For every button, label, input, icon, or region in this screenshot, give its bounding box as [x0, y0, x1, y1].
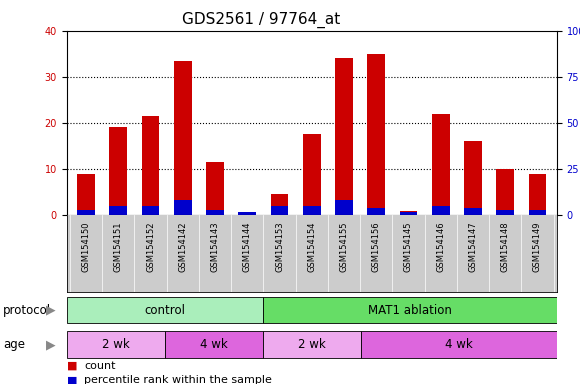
Text: GSM154146: GSM154146 — [436, 221, 445, 272]
Bar — [367, 54, 385, 215]
Text: GSM154149: GSM154149 — [533, 221, 542, 272]
Text: GSM154150: GSM154150 — [82, 221, 90, 272]
Text: GSM154143: GSM154143 — [211, 221, 219, 272]
Bar — [206, 210, 224, 215]
Text: GSM154154: GSM154154 — [307, 221, 316, 272]
Bar — [400, 212, 418, 215]
Text: GSM154144: GSM154144 — [243, 221, 252, 272]
Bar — [496, 169, 514, 215]
Text: GSM154147: GSM154147 — [469, 221, 477, 272]
Text: ■: ■ — [67, 361, 77, 371]
Text: GSM154142: GSM154142 — [178, 221, 187, 272]
Bar — [206, 162, 224, 215]
Text: control: control — [144, 304, 185, 316]
Bar — [174, 61, 191, 215]
FancyBboxPatch shape — [263, 331, 361, 358]
Bar — [528, 174, 546, 215]
Bar — [464, 141, 482, 215]
Text: count: count — [84, 361, 115, 371]
Bar — [335, 58, 353, 215]
Text: GSM154151: GSM154151 — [114, 221, 123, 272]
Text: ▶: ▶ — [46, 338, 56, 351]
Bar — [528, 210, 546, 215]
Text: GSM154155: GSM154155 — [339, 221, 349, 272]
Bar — [432, 206, 450, 215]
Text: protocol: protocol — [3, 304, 51, 316]
Bar — [142, 116, 160, 215]
Bar — [142, 206, 160, 215]
Text: GSM154156: GSM154156 — [372, 221, 380, 272]
Text: 4 wk: 4 wk — [445, 338, 473, 351]
Bar — [77, 210, 95, 215]
Bar — [496, 210, 514, 215]
Bar — [303, 134, 321, 215]
Text: percentile rank within the sample: percentile rank within the sample — [84, 375, 272, 384]
FancyBboxPatch shape — [361, 331, 557, 358]
Bar — [174, 200, 191, 215]
Bar — [367, 208, 385, 215]
FancyBboxPatch shape — [165, 331, 263, 358]
Text: 4 wk: 4 wk — [200, 338, 227, 351]
Bar — [303, 206, 321, 215]
Text: GDS2561 / 97764_at: GDS2561 / 97764_at — [182, 12, 340, 28]
Text: ▶: ▶ — [46, 304, 56, 316]
Bar — [271, 206, 288, 215]
Text: GSM154148: GSM154148 — [501, 221, 510, 272]
Bar — [110, 127, 127, 215]
Bar — [238, 213, 256, 215]
FancyBboxPatch shape — [263, 297, 557, 323]
Text: GSM154153: GSM154153 — [275, 221, 284, 272]
Text: MAT1 ablation: MAT1 ablation — [368, 304, 452, 316]
Text: GSM154152: GSM154152 — [146, 221, 155, 272]
Text: GSM154145: GSM154145 — [404, 221, 413, 272]
Bar — [400, 211, 418, 215]
Bar — [464, 208, 482, 215]
Bar — [238, 212, 256, 215]
Bar — [77, 174, 95, 215]
Bar — [110, 206, 127, 215]
Bar — [335, 200, 353, 215]
Text: 2 wk: 2 wk — [102, 338, 129, 351]
Bar — [271, 194, 288, 215]
FancyBboxPatch shape — [67, 331, 165, 358]
Text: ■: ■ — [67, 375, 77, 384]
Text: age: age — [3, 338, 25, 351]
Bar — [432, 114, 450, 215]
FancyBboxPatch shape — [67, 297, 263, 323]
Text: 2 wk: 2 wk — [298, 338, 325, 351]
